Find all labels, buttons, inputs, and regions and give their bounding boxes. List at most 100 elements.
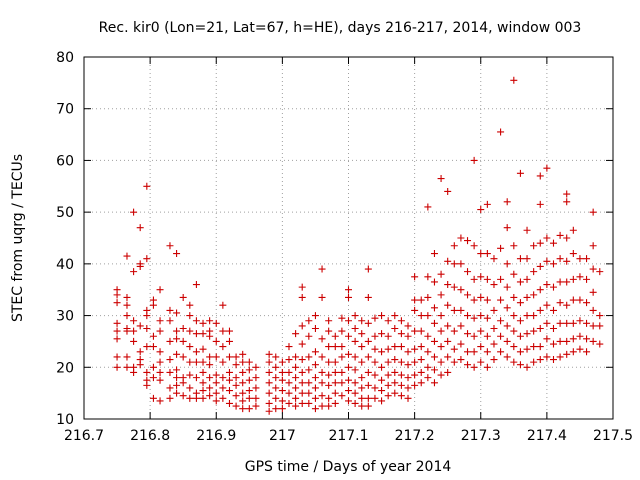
data-point	[358, 317, 366, 325]
data-point	[199, 345, 207, 353]
data-point	[411, 327, 419, 335]
data-point	[523, 293, 531, 301]
data-point	[457, 260, 465, 268]
data-point	[113, 353, 121, 361]
data-point	[536, 286, 544, 294]
data-point	[265, 358, 273, 366]
data-point	[516, 278, 524, 286]
data-point	[510, 358, 518, 366]
y-tick-label: 60	[56, 153, 74, 169]
data-point	[516, 255, 524, 263]
data-point	[417, 343, 425, 351]
data-point	[166, 356, 174, 364]
data-point	[596, 268, 604, 276]
data-point	[156, 327, 164, 335]
data-point	[384, 345, 392, 353]
data-point	[411, 345, 419, 353]
data-point	[477, 327, 485, 335]
data-point	[371, 345, 379, 353]
data-point	[483, 314, 491, 322]
data-point	[543, 301, 551, 309]
data-point	[516, 317, 524, 325]
data-point	[397, 371, 405, 379]
data-point	[404, 332, 412, 340]
data-point	[450, 358, 458, 366]
data-point	[305, 353, 313, 361]
y-tick-labels: 10 20 30 40 50 60 70 80	[56, 50, 74, 428]
data-point	[378, 397, 386, 405]
data-point	[371, 332, 379, 340]
data-point	[123, 312, 131, 320]
data-point	[149, 332, 157, 340]
data-point	[464, 348, 472, 356]
data-point	[265, 399, 273, 407]
data-point	[130, 368, 138, 376]
data-point	[219, 394, 227, 402]
data-point	[351, 325, 359, 332]
data-point	[338, 327, 346, 335]
data-point	[497, 244, 505, 252]
data-point	[457, 234, 465, 242]
data-point	[450, 345, 458, 353]
data-point	[239, 350, 247, 358]
data-point	[305, 399, 313, 407]
data-point	[351, 337, 359, 345]
data-point	[166, 317, 174, 325]
data-point	[345, 332, 352, 340]
data-point	[378, 348, 386, 356]
data-point	[483, 250, 491, 258]
data-point	[265, 368, 273, 376]
data-point	[497, 332, 505, 340]
y-tick-label: 10	[56, 412, 74, 428]
data-point	[292, 353, 300, 361]
data-point	[345, 376, 352, 384]
data-point	[345, 293, 352, 301]
data-point	[589, 306, 597, 314]
data-point	[483, 348, 491, 356]
data-point	[457, 286, 465, 294]
data-point	[470, 363, 478, 371]
data-point	[424, 332, 432, 340]
data-points	[113, 76, 604, 415]
data-point	[318, 402, 326, 410]
data-point	[457, 340, 465, 348]
data-point	[384, 332, 392, 340]
data-point	[232, 381, 240, 389]
data-point	[219, 327, 227, 335]
data-point	[272, 353, 280, 361]
data-point	[437, 343, 445, 351]
data-point	[483, 332, 491, 340]
data-point	[166, 306, 174, 314]
data-point	[371, 358, 379, 366]
data-point	[596, 322, 604, 330]
data-point	[318, 293, 326, 301]
data-point	[510, 270, 518, 278]
data-point	[437, 371, 445, 379]
x-axis-label: GPS time / Days of year 2014	[245, 459, 452, 475]
data-point	[305, 332, 313, 340]
data-point	[411, 296, 419, 304]
data-point	[311, 361, 319, 369]
data-point	[338, 314, 346, 322]
data-point	[166, 368, 174, 376]
data-point	[483, 200, 491, 208]
data-point	[173, 381, 181, 389]
data-point	[123, 363, 131, 371]
data-point	[444, 322, 452, 330]
data-point	[278, 397, 286, 405]
data-point	[252, 374, 260, 382]
data-point	[583, 275, 591, 283]
data-point	[450, 260, 458, 268]
data-point	[278, 405, 286, 413]
data-point	[397, 381, 405, 389]
data-point	[444, 353, 452, 361]
data-point	[523, 363, 531, 371]
data-point	[179, 392, 187, 400]
y-tick-label: 70	[56, 102, 74, 118]
data-point	[123, 327, 131, 335]
data-point	[497, 348, 505, 356]
data-point	[450, 242, 458, 250]
data-point	[530, 343, 538, 351]
data-point	[318, 392, 326, 400]
